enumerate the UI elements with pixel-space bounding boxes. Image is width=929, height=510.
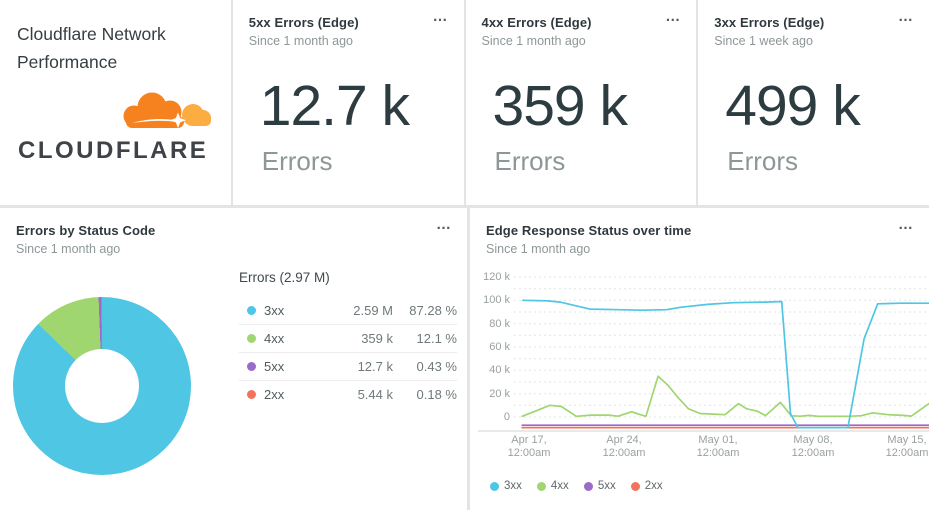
y-axis-tick: 0: [503, 411, 510, 423]
row-value: 12.7 k: [357, 359, 393, 374]
kpi-unit: Errors: [727, 146, 799, 176]
x-axis-tick: Apr 24, 12:00am: [602, 434, 646, 459]
panel-subtitle: Since 1 month ago: [486, 242, 591, 256]
kpi-value: 359 k: [492, 74, 628, 138]
row-label: 2xx: [264, 387, 285, 402]
kpi-value: 12.7 k: [259, 74, 410, 138]
x-axis-tick: May 15, 12:00am: [885, 434, 929, 459]
table-row[interactable]: 5xx 12.7 k 0.43 %: [239, 352, 457, 380]
donut-hole: [65, 349, 139, 423]
panel-title: Errors by Status Code: [16, 223, 156, 238]
timeseries-chart[interactable]: 120 k 100 k 80 k 60 k 40 k 20 k 0 Apr 17…: [470, 208, 929, 510]
x-axis-tick: Apr 17, 12:00am: [507, 434, 551, 459]
row-label: 3xx: [264, 302, 285, 318]
kpi-title: 5xx Errors (Edge): [248, 15, 359, 30]
legend-item-3xx[interactable]: 3xx: [490, 480, 522, 492]
table-row[interactable]: 2xx 5.44 k 0.18 %: [239, 380, 457, 408]
panel-title: Edge Response Status over time: [486, 223, 692, 238]
series-dot-5xx: [583, 481, 593, 491]
timeseries-plot[interactable]: [470, 208, 929, 510]
series-dot-3xx: [247, 305, 256, 315]
y-axis-tick: 100 k: [483, 294, 510, 306]
row-percent: 12.1 %: [416, 331, 457, 346]
kpi-subtitle: Since 1 week ago: [714, 34, 813, 48]
legend-label: 2xx: [644, 480, 663, 492]
y-axis-tick: 60 k: [489, 341, 510, 353]
x-axis-tick: May 08, 12:00am: [791, 434, 835, 459]
panel-subtitle: Since 1 month ago: [16, 242, 121, 256]
row-label: 5xx: [264, 359, 285, 374]
x-axis-tick: May 01, 12:00am: [696, 434, 740, 459]
dashboard-title: Cloudflare Network Performance: [17, 24, 166, 72]
legend-label: 5xx: [597, 480, 616, 492]
series-dot-2xx: [247, 390, 256, 399]
kpi-subtitle: Since 1 month ago: [248, 34, 353, 48]
legend-table-header: Errors (2.97 M): [239, 270, 330, 285]
kpi-unit: Errors: [261, 146, 333, 176]
kpi-unit: Errors: [494, 146, 566, 176]
row-value: 5.44 k: [357, 387, 393, 402]
kpi-subtitle: Since 1 month ago: [481, 34, 586, 48]
row-label: 4xx: [264, 331, 285, 346]
timeseries-legend: 3xx 4xx 5xx 2xx: [490, 480, 663, 492]
table-row[interactable]: 3xx 2.59 M 87.28 %: [239, 296, 457, 324]
legend-label: 4xx: [550, 480, 569, 492]
row-value: 359 k: [361, 331, 393, 346]
status-code-legend-table: Errors (2.97 M) 3xx 2.59 M 87.28 % 4xx 3…: [239, 270, 457, 408]
kpi-row: Cloudflare Network Performance CLOUDFLAR…: [0, 0, 929, 205]
row-percent: 0.43 %: [416, 359, 457, 374]
row-percent: 87.28 %: [409, 302, 457, 318]
status-code-donut-chart[interactable]: [13, 297, 191, 475]
cloudflare-logo: CLOUDFLARE: [16, 89, 213, 167]
legend-label: 3xx: [504, 480, 522, 492]
errors-by-status-panel: Errors by Status Code Since 1 month ago …: [0, 208, 467, 510]
cloudflare-cloud-icon: [123, 92, 211, 128]
legend-item-4xx[interactable]: 4xx: [536, 480, 569, 492]
series-dot-2xx: [630, 481, 640, 491]
cloudflare-wordmark: CLOUDFLARE: [18, 137, 209, 164]
card-menu-button[interactable]: …: [665, 8, 682, 25]
edge-response-status-panel: Edge Response Status over time Since 1 m…: [470, 208, 929, 510]
card-menu-button[interactable]: …: [898, 216, 914, 233]
kpi-title: 3xx Errors (Edge): [714, 15, 825, 30]
row-value: 2.59 M: [353, 302, 393, 318]
series-dot-4xx: [247, 334, 256, 343]
kpi-value: 499 k: [725, 74, 860, 138]
row-percent: 0.18 %: [416, 387, 457, 402]
card-menu-button[interactable]: …: [432, 8, 449, 25]
y-axis-tick: 80 k: [489, 318, 510, 330]
table-row[interactable]: 4xx 359 k 12.1 %: [239, 324, 457, 352]
kpi-card-3xx: 3xx Errors (Edge) Since 1 week ago … 499…: [698, 0, 929, 205]
y-axis-tick: 40 k: [489, 364, 510, 376]
series-dot-4xx: [536, 481, 546, 491]
kpi-card-5xx: 5xx Errors (Edge) Since 1 month ago … 12…: [232, 0, 464, 205]
card-menu-button[interactable]: …: [436, 216, 452, 233]
series-dot-5xx: [247, 362, 256, 371]
legend-item-2xx[interactable]: 2xx: [630, 480, 663, 492]
legend-item-5xx[interactable]: 5xx: [583, 480, 616, 492]
card-menu-button[interactable]: …: [898, 8, 914, 25]
y-axis-tick: 20 k: [489, 388, 510, 400]
kpi-card-4xx: 4xx Errors (Edge) Since 1 month ago … 35…: [465, 0, 697, 205]
y-axis-tick: 120 k: [483, 271, 510, 283]
dashboard-title-card: Cloudflare Network Performance CLOUDFLAR…: [0, 0, 231, 205]
kpi-title: 4xx Errors (Edge): [481, 15, 592, 30]
series-dot-3xx: [490, 481, 499, 491]
charts-row: Errors by Status Code Since 1 month ago …: [0, 208, 929, 510]
